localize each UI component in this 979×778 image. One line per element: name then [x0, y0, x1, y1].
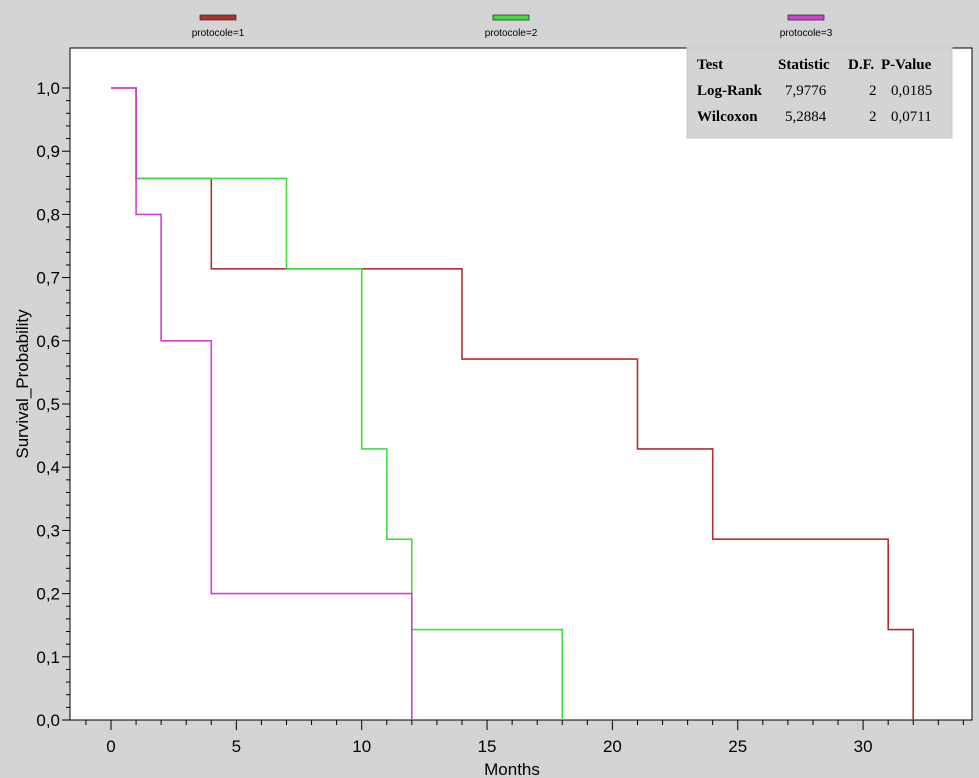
stats-row-df: 2 [869, 83, 877, 99]
stats-row-test: Wilcoxon [697, 109, 758, 125]
y-tick-label: 0,3 [36, 521, 60, 540]
x-tick-label: 25 [728, 737, 747, 756]
stats-row-pvalue: 0,0185 [891, 83, 932, 99]
stats-row-df: 2 [869, 109, 877, 125]
x-tick-label: 5 [232, 737, 241, 756]
y-tick-label: 0,5 [36, 395, 60, 414]
stats-row-statistic: 7,9776 [785, 83, 827, 99]
legend: protocole=1 protocole=2 protocole=3 [192, 14, 833, 39]
stats-table-background [686, 47, 953, 139]
series-line-2 [136, 177, 564, 720]
stats-row-statistic: 5,2884 [785, 109, 827, 125]
y-tick-label: 0,9 [36, 142, 60, 161]
plot-area [69, 47, 973, 721]
y-tick-label: 0,1 [36, 648, 60, 667]
y-tick-label: 1,0 [36, 79, 60, 98]
y-tick-label: 0,0 [36, 711, 60, 730]
x-tick-label: 10 [352, 737, 371, 756]
axes-layer: 0,0 0,1 0,2 0,3 0,4 0,5 0,6 0,7 0,8 0,9 1,0 0 5 10 15 2… [36, 79, 964, 756]
x-tick-label: 20 [603, 737, 622, 756]
legend-swatch-2 [492, 14, 530, 21]
y-tick-label: 0,7 [36, 269, 60, 288]
y-axis-title: Survival_Probability [13, 309, 32, 459]
stats-row-test: Log-Rank [697, 83, 763, 99]
stats-table: Test Statistic D.F. P-Value Log-Rank 7,9… [686, 47, 953, 139]
y-tick-label: 0,2 [36, 585, 60, 604]
legend-label-3: protocole=3 [780, 28, 833, 39]
y-tick-label: 0,6 [36, 332, 60, 351]
legend-swatch-3 [787, 14, 825, 21]
y-tick-label: 0,4 [36, 458, 60, 477]
series-layer [111, 87, 914, 720]
x-tick-label: 0 [106, 737, 115, 756]
y-tick-label: 0,8 [36, 205, 60, 224]
stats-header-pvalue: P-Value [881, 57, 932, 73]
stats-header-df: D.F. [848, 57, 874, 73]
series-line-3 [111, 87, 413, 720]
x-tick-label: 15 [478, 737, 497, 756]
x-tick-label: 30 [854, 737, 873, 756]
legend-label-1: protocole=1 [192, 28, 245, 39]
stats-row-pvalue: 0,0711 [891, 109, 932, 125]
stats-header-test: Test [697, 57, 723, 73]
legend-label-2: protocole=2 [485, 28, 538, 39]
x-axis-title: Months [484, 760, 540, 778]
stats-header-statistic: Statistic [778, 57, 830, 73]
legend-swatch-1 [199, 14, 237, 21]
